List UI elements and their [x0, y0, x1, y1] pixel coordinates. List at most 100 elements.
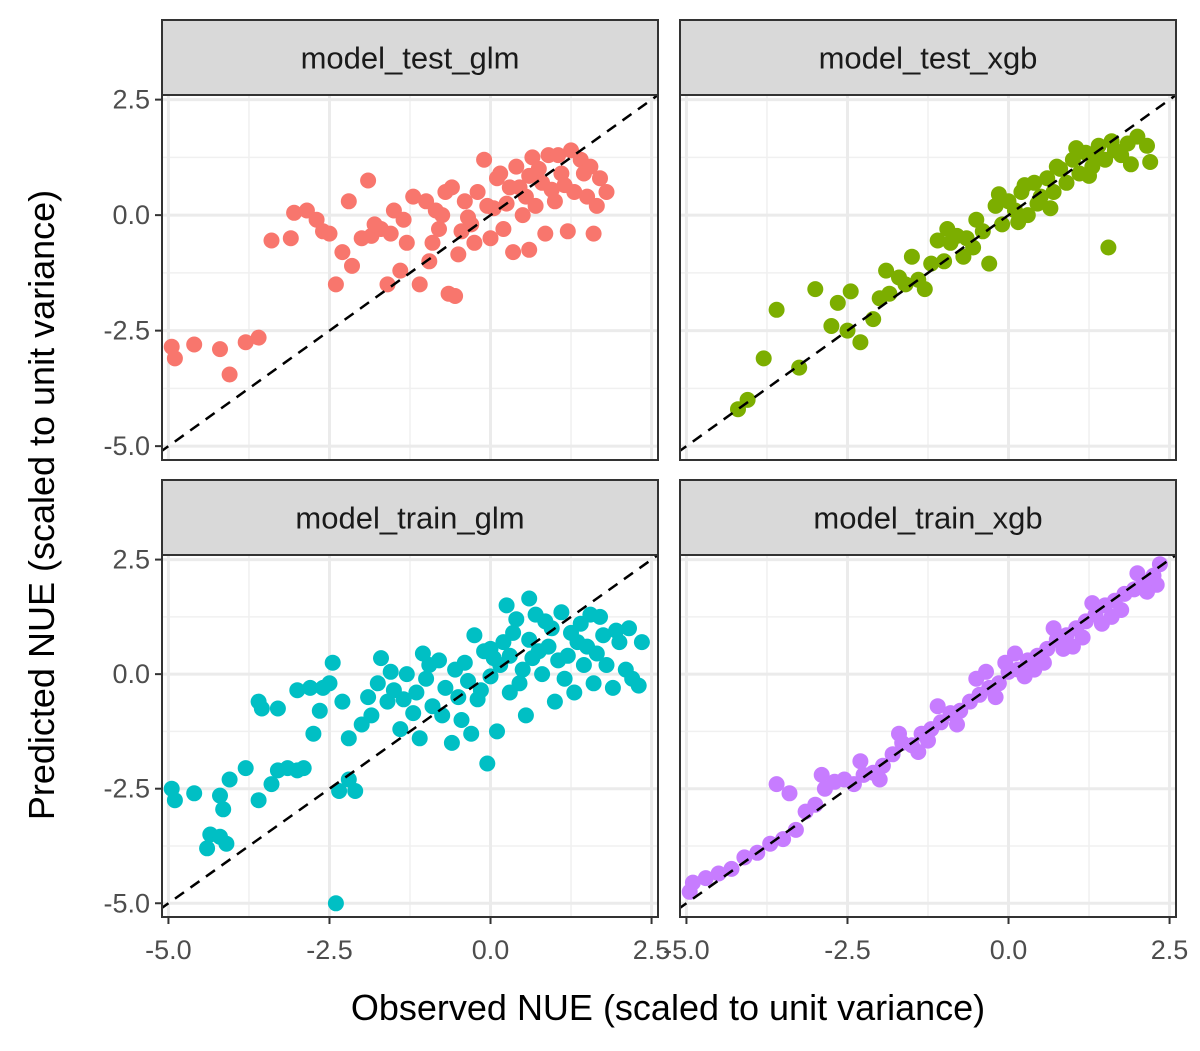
data-point — [1055, 640, 1072, 657]
data-point — [408, 684, 425, 701]
panel-border — [161, 554, 659, 918]
data-point — [411, 730, 428, 747]
data-point — [997, 654, 1014, 671]
data-point — [559, 223, 576, 240]
data-point — [321, 225, 338, 242]
data-point — [505, 624, 522, 641]
data-point — [492, 165, 509, 182]
data-point — [865, 311, 882, 328]
data-point — [1087, 149, 1104, 166]
data-point — [460, 673, 476, 689]
data-point — [221, 771, 238, 788]
data-point — [556, 670, 573, 687]
x-tick-label: 2.5 — [633, 935, 671, 965]
data-point — [598, 657, 615, 673]
data-point — [990, 186, 1007, 203]
data-point — [360, 172, 377, 189]
facet-strip-label: model_train_xgb — [813, 501, 1042, 536]
facet-strip-label: model_test_xgb — [819, 41, 1038, 76]
x-tick-label: 2.5 — [1151, 935, 1189, 965]
facet-panels: model_test_glm model_test_xgb model_train_… — [161, 19, 1177, 918]
data-point — [395, 211, 412, 228]
data-point — [768, 301, 785, 318]
facet-strip — [161, 19, 659, 96]
data-point — [550, 147, 567, 164]
data-point — [447, 288, 464, 304]
data-point — [595, 627, 612, 644]
data-point — [768, 776, 785, 793]
data-point — [755, 350, 772, 367]
data-point — [382, 225, 399, 242]
panel-model-test-xgb: model_test_xgb — [679, 19, 1177, 461]
x-tick-label: -2.5 — [824, 935, 871, 965]
data-point — [521, 167, 538, 184]
data-point — [981, 255, 998, 272]
y-tick-label: -2.5 — [103, 316, 150, 346]
data-point — [1139, 137, 1155, 154]
data-point — [482, 640, 499, 657]
data-point — [546, 693, 563, 710]
data-point — [1129, 565, 1146, 582]
data-point — [311, 702, 328, 719]
y-tick-label: 0.0 — [112, 200, 150, 230]
data-point — [566, 684, 583, 701]
y-tick-label: 0.0 — [112, 659, 150, 689]
data-point — [582, 158, 599, 175]
data-point — [852, 334, 869, 351]
facet-strip-label: model_train_glm — [295, 501, 524, 536]
data-point — [466, 234, 483, 251]
data-point — [398, 234, 415, 251]
data-point — [327, 895, 344, 912]
data-point — [807, 796, 824, 813]
data-point — [482, 668, 499, 685]
data-point — [443, 179, 460, 196]
data-point — [369, 675, 386, 692]
data-point — [331, 783, 348, 799]
data-point — [405, 705, 422, 722]
data-point — [360, 689, 377, 706]
data-point — [1016, 177, 1033, 194]
panel-model-test-glm: model_test_glm — [161, 19, 659, 461]
data-point — [1042, 200, 1059, 217]
data-point — [334, 244, 351, 261]
data-point — [965, 239, 982, 256]
data-point — [453, 223, 470, 240]
data-point — [1045, 620, 1062, 637]
data-point — [537, 613, 554, 630]
data-point — [363, 707, 380, 724]
data-point — [215, 801, 232, 818]
panel-plot-area — [680, 555, 1176, 917]
data-point — [295, 760, 312, 777]
data-point — [321, 675, 338, 692]
data-point — [405, 188, 422, 205]
data-point — [829, 294, 846, 311]
data-point — [1029, 195, 1046, 212]
data-point — [392, 262, 409, 279]
data-point — [514, 661, 531, 678]
data-point — [508, 611, 525, 628]
data-point — [263, 776, 280, 793]
y-axis-title: Predicted NUE (scaled to unit variance) — [21, 190, 62, 820]
data-point — [881, 285, 898, 302]
data-point — [324, 654, 341, 671]
data-point — [511, 675, 528, 692]
data-point — [1048, 158, 1065, 175]
data-point — [910, 744, 927, 760]
y-tick-label: 2.5 — [112, 85, 150, 115]
data-point — [916, 281, 933, 298]
data-point — [212, 787, 228, 804]
data-point — [521, 241, 538, 258]
data-point — [418, 670, 435, 687]
data-point — [253, 700, 270, 717]
facet-strip — [161, 479, 659, 556]
data-point — [891, 725, 907, 742]
data-point — [411, 276, 428, 293]
data-point — [456, 193, 473, 210]
panel-plot-area — [680, 95, 1176, 460]
data-point — [929, 232, 946, 249]
data-point — [1093, 615, 1110, 632]
data-point — [585, 675, 602, 692]
data-point — [903, 248, 920, 265]
panel-model-train-xgb: model_train_xgb — [679, 479, 1177, 918]
